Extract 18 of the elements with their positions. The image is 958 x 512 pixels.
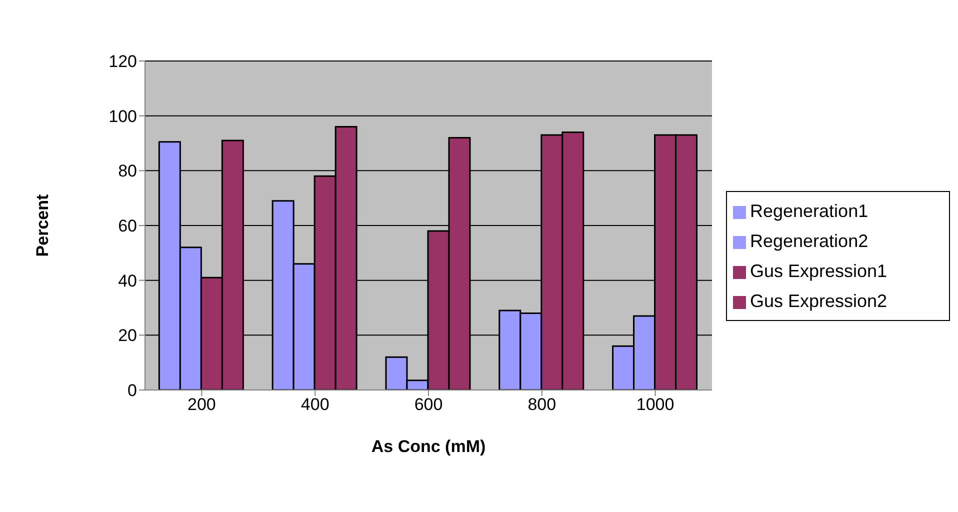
y-tick-label: 20 [118,326,137,346]
x-tick-label: 200 [188,395,216,414]
y-axis-title: Percent [33,194,52,257]
x-tick-label: 1000 [636,395,674,414]
x-tick-label: 800 [528,395,556,414]
legend-label: Regeneration2 [750,231,868,251]
y-tick-label: 120 [108,52,137,72]
y-tick-label: 40 [118,271,137,290]
y-tick-label: 100 [108,106,137,126]
x-tick-label: 600 [414,395,443,414]
x-axis-title: As Conc (mM) [371,437,486,456]
y-tick-label: 80 [118,162,137,181]
legend-label: Gus Expression1 [750,261,888,281]
legend-label: Gus Expression2 [750,291,888,311]
x-tick-label: 400 [300,395,330,414]
y-tick-label: 60 [118,216,137,236]
y-tick-label: 0 [128,381,137,400]
legend-label: Regeneration1 [750,201,868,221]
